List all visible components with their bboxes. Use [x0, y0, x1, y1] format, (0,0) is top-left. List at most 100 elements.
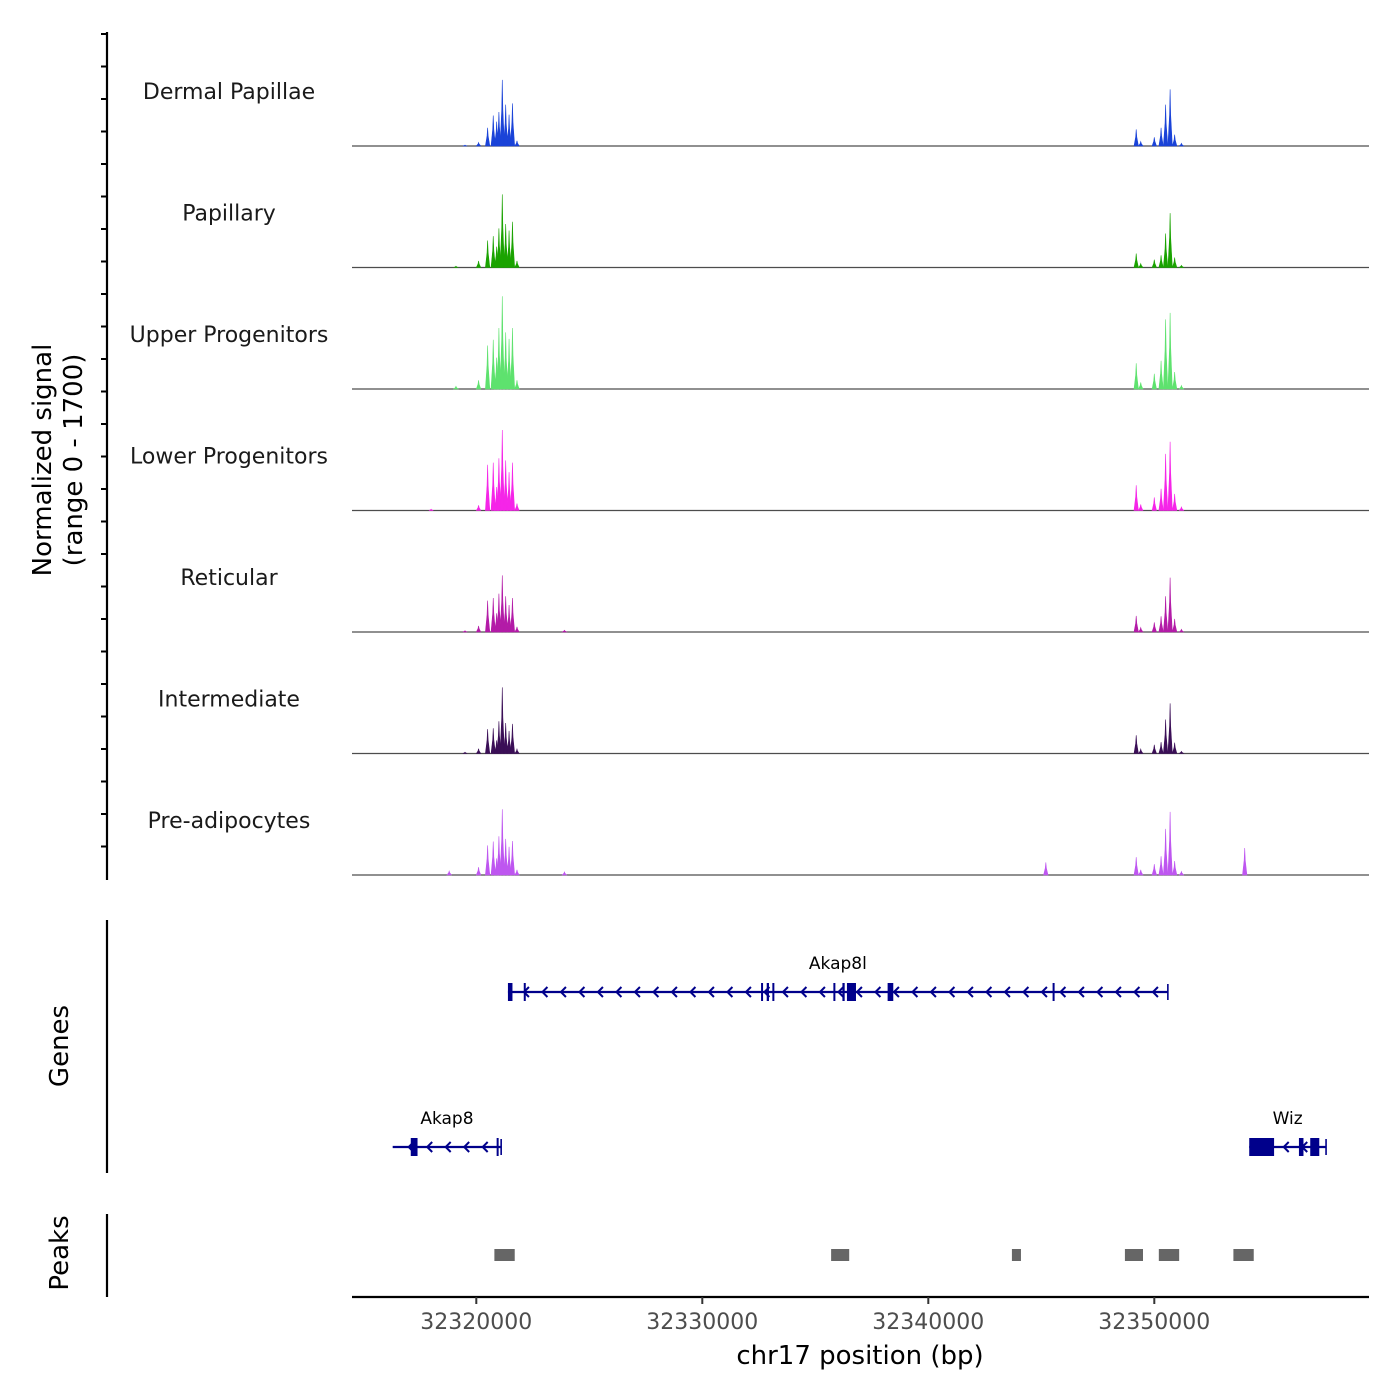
- gene-exon: [846, 983, 856, 1001]
- strand-arrow: [855, 986, 863, 998]
- signal-peak: [1151, 744, 1157, 754]
- x-tick-label: 32330000: [646, 1310, 758, 1335]
- strand-arrow: [929, 986, 937, 998]
- signal-peak: [499, 79, 505, 147]
- signal-peak: [509, 841, 515, 876]
- signal-peak: [499, 429, 505, 511]
- signal-peak: [1133, 615, 1139, 633]
- peak-track: [494, 1249, 1254, 1261]
- signal-peak: [1178, 506, 1185, 511]
- strand-arrow: [1022, 986, 1030, 998]
- signal-peak: [1163, 453, 1169, 511]
- strand-arrow: [615, 986, 623, 998]
- signal-peak: [1172, 742, 1178, 754]
- strand-arrow: [781, 986, 789, 998]
- signal-peak: [514, 869, 520, 876]
- strand-arrow: [707, 986, 715, 998]
- signal-peak: [485, 345, 491, 390]
- track-label: Reticular: [180, 566, 278, 591]
- strand-arrow: [689, 986, 697, 998]
- signal-peak: [514, 140, 520, 147]
- signal-peak: [485, 127, 491, 147]
- signal-peak: [1151, 259, 1157, 268]
- gene-track: Akap8l Akap8 Wiz: [392, 954, 1327, 1156]
- strand-arrow: [966, 986, 974, 998]
- gene: Wiz: [1249, 1109, 1327, 1156]
- signal-peak: [1158, 856, 1164, 876]
- signal-peak: [509, 598, 515, 633]
- signal-peak: [475, 380, 482, 390]
- genes-panel-title: Genes: [45, 1005, 75, 1087]
- signal-peak: [462, 630, 468, 633]
- strand-arrow: [1077, 986, 1085, 998]
- gene-exon: [410, 1138, 418, 1156]
- coverage-y-title-line2: (range 0 - 1700): [59, 354, 89, 567]
- signal-peak: [475, 505, 482, 511]
- strand-arrow: [1059, 986, 1067, 998]
- track-label: Papillary: [182, 202, 276, 227]
- signal-peak: [1133, 129, 1139, 147]
- signal-peak: [462, 751, 468, 754]
- x-axis-ticks: 32320000 32330000 32340000 32350000: [420, 1297, 1210, 1335]
- signal-peak: [509, 328, 515, 390]
- peaks-panel-title: Peaks: [45, 1215, 75, 1290]
- signal-peak: [428, 508, 434, 511]
- strand-arrow: [444, 1141, 452, 1153]
- track-label: Upper Progenitors: [130, 323, 329, 348]
- signal-peak: [485, 240, 491, 268]
- x-axis-title: chr17 position (bp): [736, 1341, 983, 1371]
- signal-peak: [1158, 360, 1164, 390]
- signal-peak: [1163, 233, 1169, 268]
- signal-peak: [1178, 384, 1185, 390]
- signal-peak: [490, 598, 496, 633]
- gene-exon: [523, 983, 526, 1001]
- signal-peak: [1151, 137, 1157, 147]
- signal-peak: [1167, 441, 1173, 511]
- strand-arrow: [652, 986, 660, 998]
- signal-peak: [509, 462, 515, 511]
- signal-peak: [1137, 748, 1144, 754]
- signal-peak: [1167, 577, 1173, 633]
- strand-arrow: [481, 1141, 489, 1153]
- gene-exon: [1310, 1138, 1320, 1156]
- signal-peak: [452, 385, 459, 390]
- strand-arrow: [670, 986, 678, 998]
- coverage-track: Reticular: [180, 566, 1369, 633]
- signal-peak: [1158, 488, 1164, 511]
- strand-arrow: [541, 986, 549, 998]
- signal-peak: [475, 625, 482, 633]
- signal-peak: [1172, 493, 1178, 511]
- strand-arrow: [985, 986, 993, 998]
- signal-peak: [1172, 372, 1178, 390]
- signal-peak: [1172, 257, 1178, 268]
- signal-peak: [490, 339, 496, 390]
- coverage-track: Dermal Papillae: [143, 79, 1369, 147]
- signal-peak: [485, 600, 491, 633]
- signal-peak: [509, 723, 515, 754]
- gene-label: Akap8: [420, 1109, 473, 1129]
- strand-arrow: [1096, 986, 1104, 998]
- signal-peak: [485, 845, 491, 876]
- gene-exon: [496, 1138, 499, 1156]
- strand-arrow: [1133, 986, 1141, 998]
- x-tick-label: 32340000: [872, 1310, 984, 1335]
- coverage-tracks: Dermal Papillae Papillary Upper Progenitor…: [130, 79, 1369, 876]
- signal-peak: [1133, 363, 1139, 390]
- peak-region: [831, 1249, 850, 1261]
- gene-label: Wiz: [1273, 1109, 1303, 1129]
- signal-peak: [1137, 262, 1144, 268]
- strand-arrow: [1282, 1141, 1290, 1153]
- signal-peak: [509, 221, 515, 268]
- track-label: Dermal Papillae: [143, 80, 315, 105]
- signal-peak: [1151, 373, 1157, 390]
- signal-peak: [1133, 735, 1139, 754]
- gene-exon: [1052, 983, 1055, 1001]
- signal-peak: [1137, 140, 1144, 147]
- track-label: Pre-adipocytes: [148, 809, 311, 834]
- signal-peak: [490, 841, 496, 876]
- signal-peak: [499, 194, 505, 268]
- signal-peak: [1163, 828, 1169, 876]
- signal-peak: [499, 575, 505, 633]
- strand-arrow: [559, 986, 567, 998]
